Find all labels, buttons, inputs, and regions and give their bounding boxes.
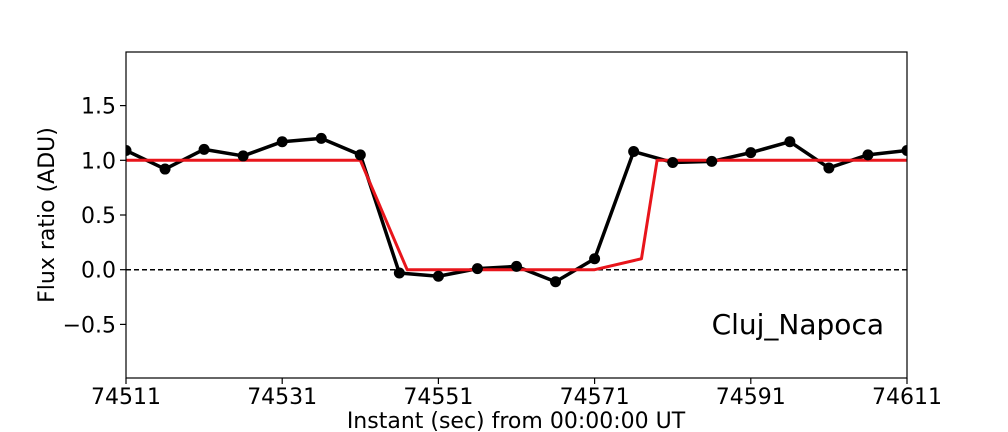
x-tick-label: 74591 — [716, 385, 786, 410]
model-fit-line — [126, 158, 907, 272]
data-point — [628, 146, 640, 158]
data-point — [511, 260, 522, 272]
x-tick-label: 74571 — [560, 385, 630, 410]
data-point — [901, 144, 907, 156]
y-tick-label: 1.0 — [81, 149, 116, 174]
data-point — [706, 155, 718, 167]
data-point — [393, 267, 405, 279]
x-tick-label: 74611 — [872, 385, 942, 410]
y-tick-label: 1.5 — [81, 95, 116, 120]
data-point — [667, 156, 679, 168]
data-point — [432, 270, 444, 282]
station-label: Cluj_Napoca — [712, 308, 884, 341]
data-point — [784, 136, 796, 148]
y-tick-label: 0.0 — [81, 259, 116, 284]
plot-area — [126, 132, 907, 288]
y-tick-label: −0.5 — [63, 313, 116, 338]
data-point — [237, 150, 249, 162]
data-point — [198, 143, 210, 155]
x-tick-label: 74551 — [403, 385, 473, 410]
data-point — [745, 147, 757, 159]
x-axis-label: Instant (sec) from 00:00:00 UT — [347, 409, 686, 432]
x-tick-label: 74531 — [247, 385, 317, 410]
y-axis-label: Flux ratio (ADU) — [35, 127, 60, 303]
axis-ticks: 74511 74531 74551 74571 74591 74611 −0.5 0.0 0.5… — [63, 95, 942, 410]
data-point — [354, 149, 366, 161]
data-point — [276, 136, 288, 148]
y-tick-label: 0.5 — [81, 204, 116, 229]
data-point — [315, 132, 327, 144]
data-point — [159, 163, 171, 175]
data-point — [823, 162, 835, 174]
x-tick-label: 74511 — [91, 385, 161, 410]
data-point — [471, 263, 483, 275]
data-point — [550, 276, 562, 288]
data-point — [862, 149, 874, 161]
data-point — [589, 253, 601, 265]
data-point — [126, 144, 132, 156]
